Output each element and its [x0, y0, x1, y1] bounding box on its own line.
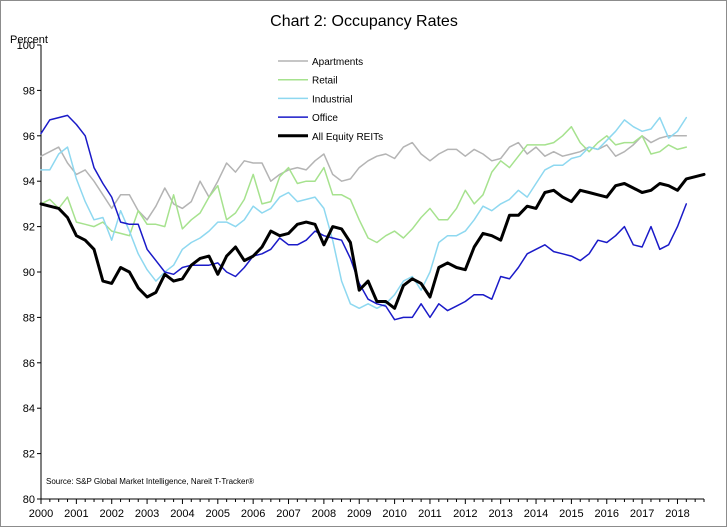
y-tick-label: 80	[23, 494, 35, 506]
y-tick-label: 96	[23, 131, 35, 143]
series-line-office	[40, 114, 688, 321]
y-tick-label: 100	[17, 40, 35, 52]
x-tick-label: 2013	[488, 508, 512, 520]
x-tick-label: 2002	[99, 508, 123, 520]
y-axis-label: Percent	[10, 34, 48, 46]
source-note: Source: S&P Global Market Intelligence, …	[46, 477, 254, 486]
legend-label-industrial: Industrial	[312, 94, 353, 105]
x-tick-label: 2010	[382, 508, 406, 520]
x-tick-label: 2018	[665, 508, 689, 520]
x-tick-label: 2015	[559, 508, 583, 520]
series-line-industrial	[40, 116, 688, 310]
x-tick-label: 2008	[312, 508, 336, 520]
y-tick-label: 94	[23, 176, 35, 188]
x-tick-label: 2016	[595, 508, 619, 520]
y-tick-label: 84	[23, 403, 35, 415]
legend-label-all-equity-reits: All Equity REITs	[312, 132, 383, 143]
legend-label-office: Office	[312, 113, 338, 124]
x-tick-label: 2003	[135, 508, 159, 520]
x-tick-label: 2004	[170, 508, 194, 520]
plot-area: 80 82 84 86 88 90 92 94 96 98 100 2000 2001 2002 2003 2…	[17, 40, 705, 520]
x-tick-label: 2000	[29, 508, 53, 520]
series-line-all-equity-reits	[39, 172, 706, 310]
x-tick-label: 2007	[276, 508, 300, 520]
legend-label-retail: Retail	[312, 76, 338, 87]
y-tick-label: 98	[23, 85, 35, 97]
series-line-apartments	[40, 135, 688, 221]
series-layer	[39, 114, 706, 321]
y-tick-label: 86	[23, 358, 35, 370]
y-tick-label: 90	[23, 267, 35, 279]
x-tick-label: 2001	[64, 508, 88, 520]
x-tick-label: 2006	[241, 508, 265, 520]
x-tick-label: 2014	[524, 508, 548, 520]
y-tick-label: 88	[23, 312, 35, 324]
y-tick-label: 82	[23, 449, 35, 461]
chart-title: Chart 2: Occupancy Rates	[270, 13, 458, 30]
x-tick-label: 2017	[630, 508, 654, 520]
legend: Apartments Retail Industrial Office All Equi…	[278, 57, 383, 143]
legend-label-apartments: Apartments	[312, 57, 363, 68]
x-tick-label: 2011	[418, 508, 442, 520]
series-line-retail	[40, 125, 688, 244]
x-tick-label: 2009	[347, 508, 371, 520]
y-tick-label: 92	[23, 222, 35, 234]
x-tick-label: 2012	[453, 508, 477, 520]
x-tick-label: 2005	[206, 508, 230, 520]
